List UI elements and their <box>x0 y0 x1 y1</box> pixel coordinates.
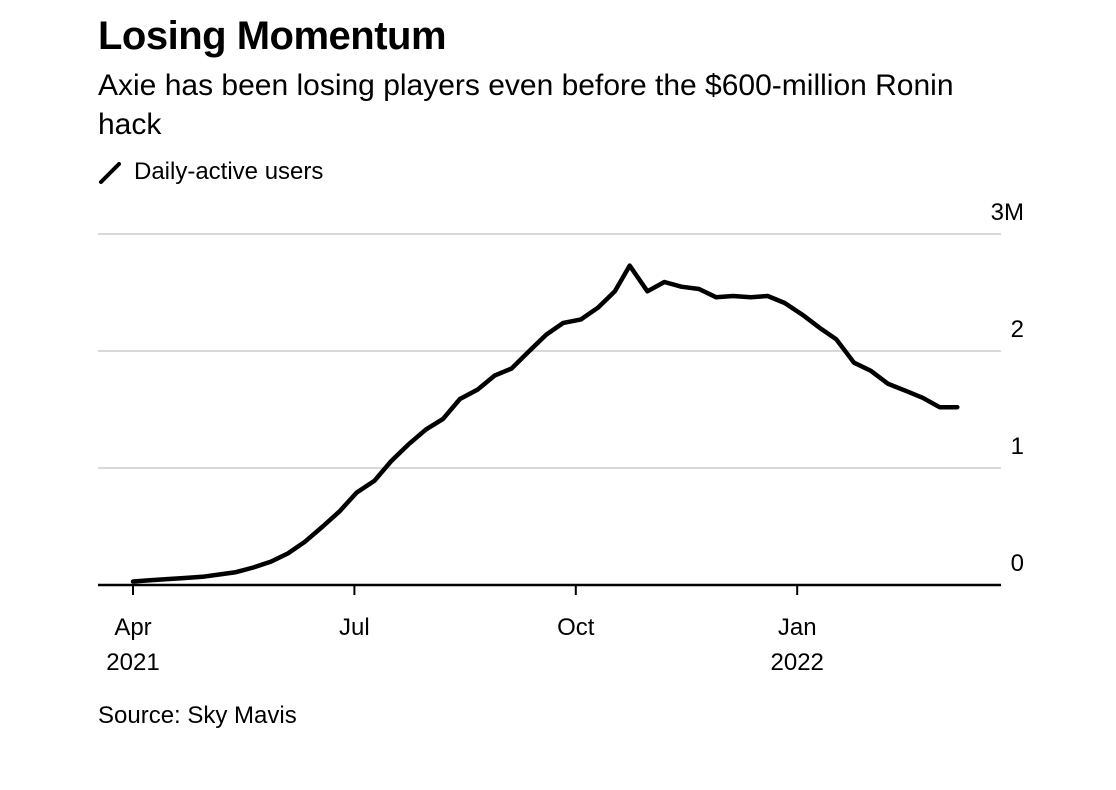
tick-labels: 3M 2 1 0 Apr 2021 Jul Oct Jan 2022 <box>106 199 1024 676</box>
legend-line-icon <box>99 162 121 184</box>
legend: Daily-active users <box>98 158 323 186</box>
y-tick-label: 0 <box>1011 550 1024 577</box>
x-tick-label: Apr <box>114 614 151 641</box>
x-tick-label: Oct <box>557 614 595 641</box>
series-layer <box>130 263 960 584</box>
y-tick-label: 3M <box>991 199 1024 226</box>
axes <box>98 583 1001 595</box>
y-tick-label: 2 <box>1011 316 1024 343</box>
chart-subtitle: Axie has been losing players even before… <box>98 69 954 141</box>
chart-title: Losing Momentum <box>98 14 447 58</box>
series-line-daily-active-users <box>130 263 960 584</box>
gridlines <box>98 233 1001 469</box>
legend-label: Daily-active users <box>134 158 324 185</box>
y-tick-label: 1 <box>1011 433 1024 460</box>
line-chart: 3M 2 1 0 Apr 2021 Jul Oct Jan 2022 <box>98 199 1024 676</box>
source-note: Source: Sky Mavis <box>98 702 297 729</box>
x-tick-label: Jan <box>778 614 817 641</box>
x-tick-label: Jul <box>339 614 370 641</box>
x-tick-year-label: 2021 <box>106 649 159 676</box>
x-tick-year-label: 2022 <box>771 649 824 676</box>
